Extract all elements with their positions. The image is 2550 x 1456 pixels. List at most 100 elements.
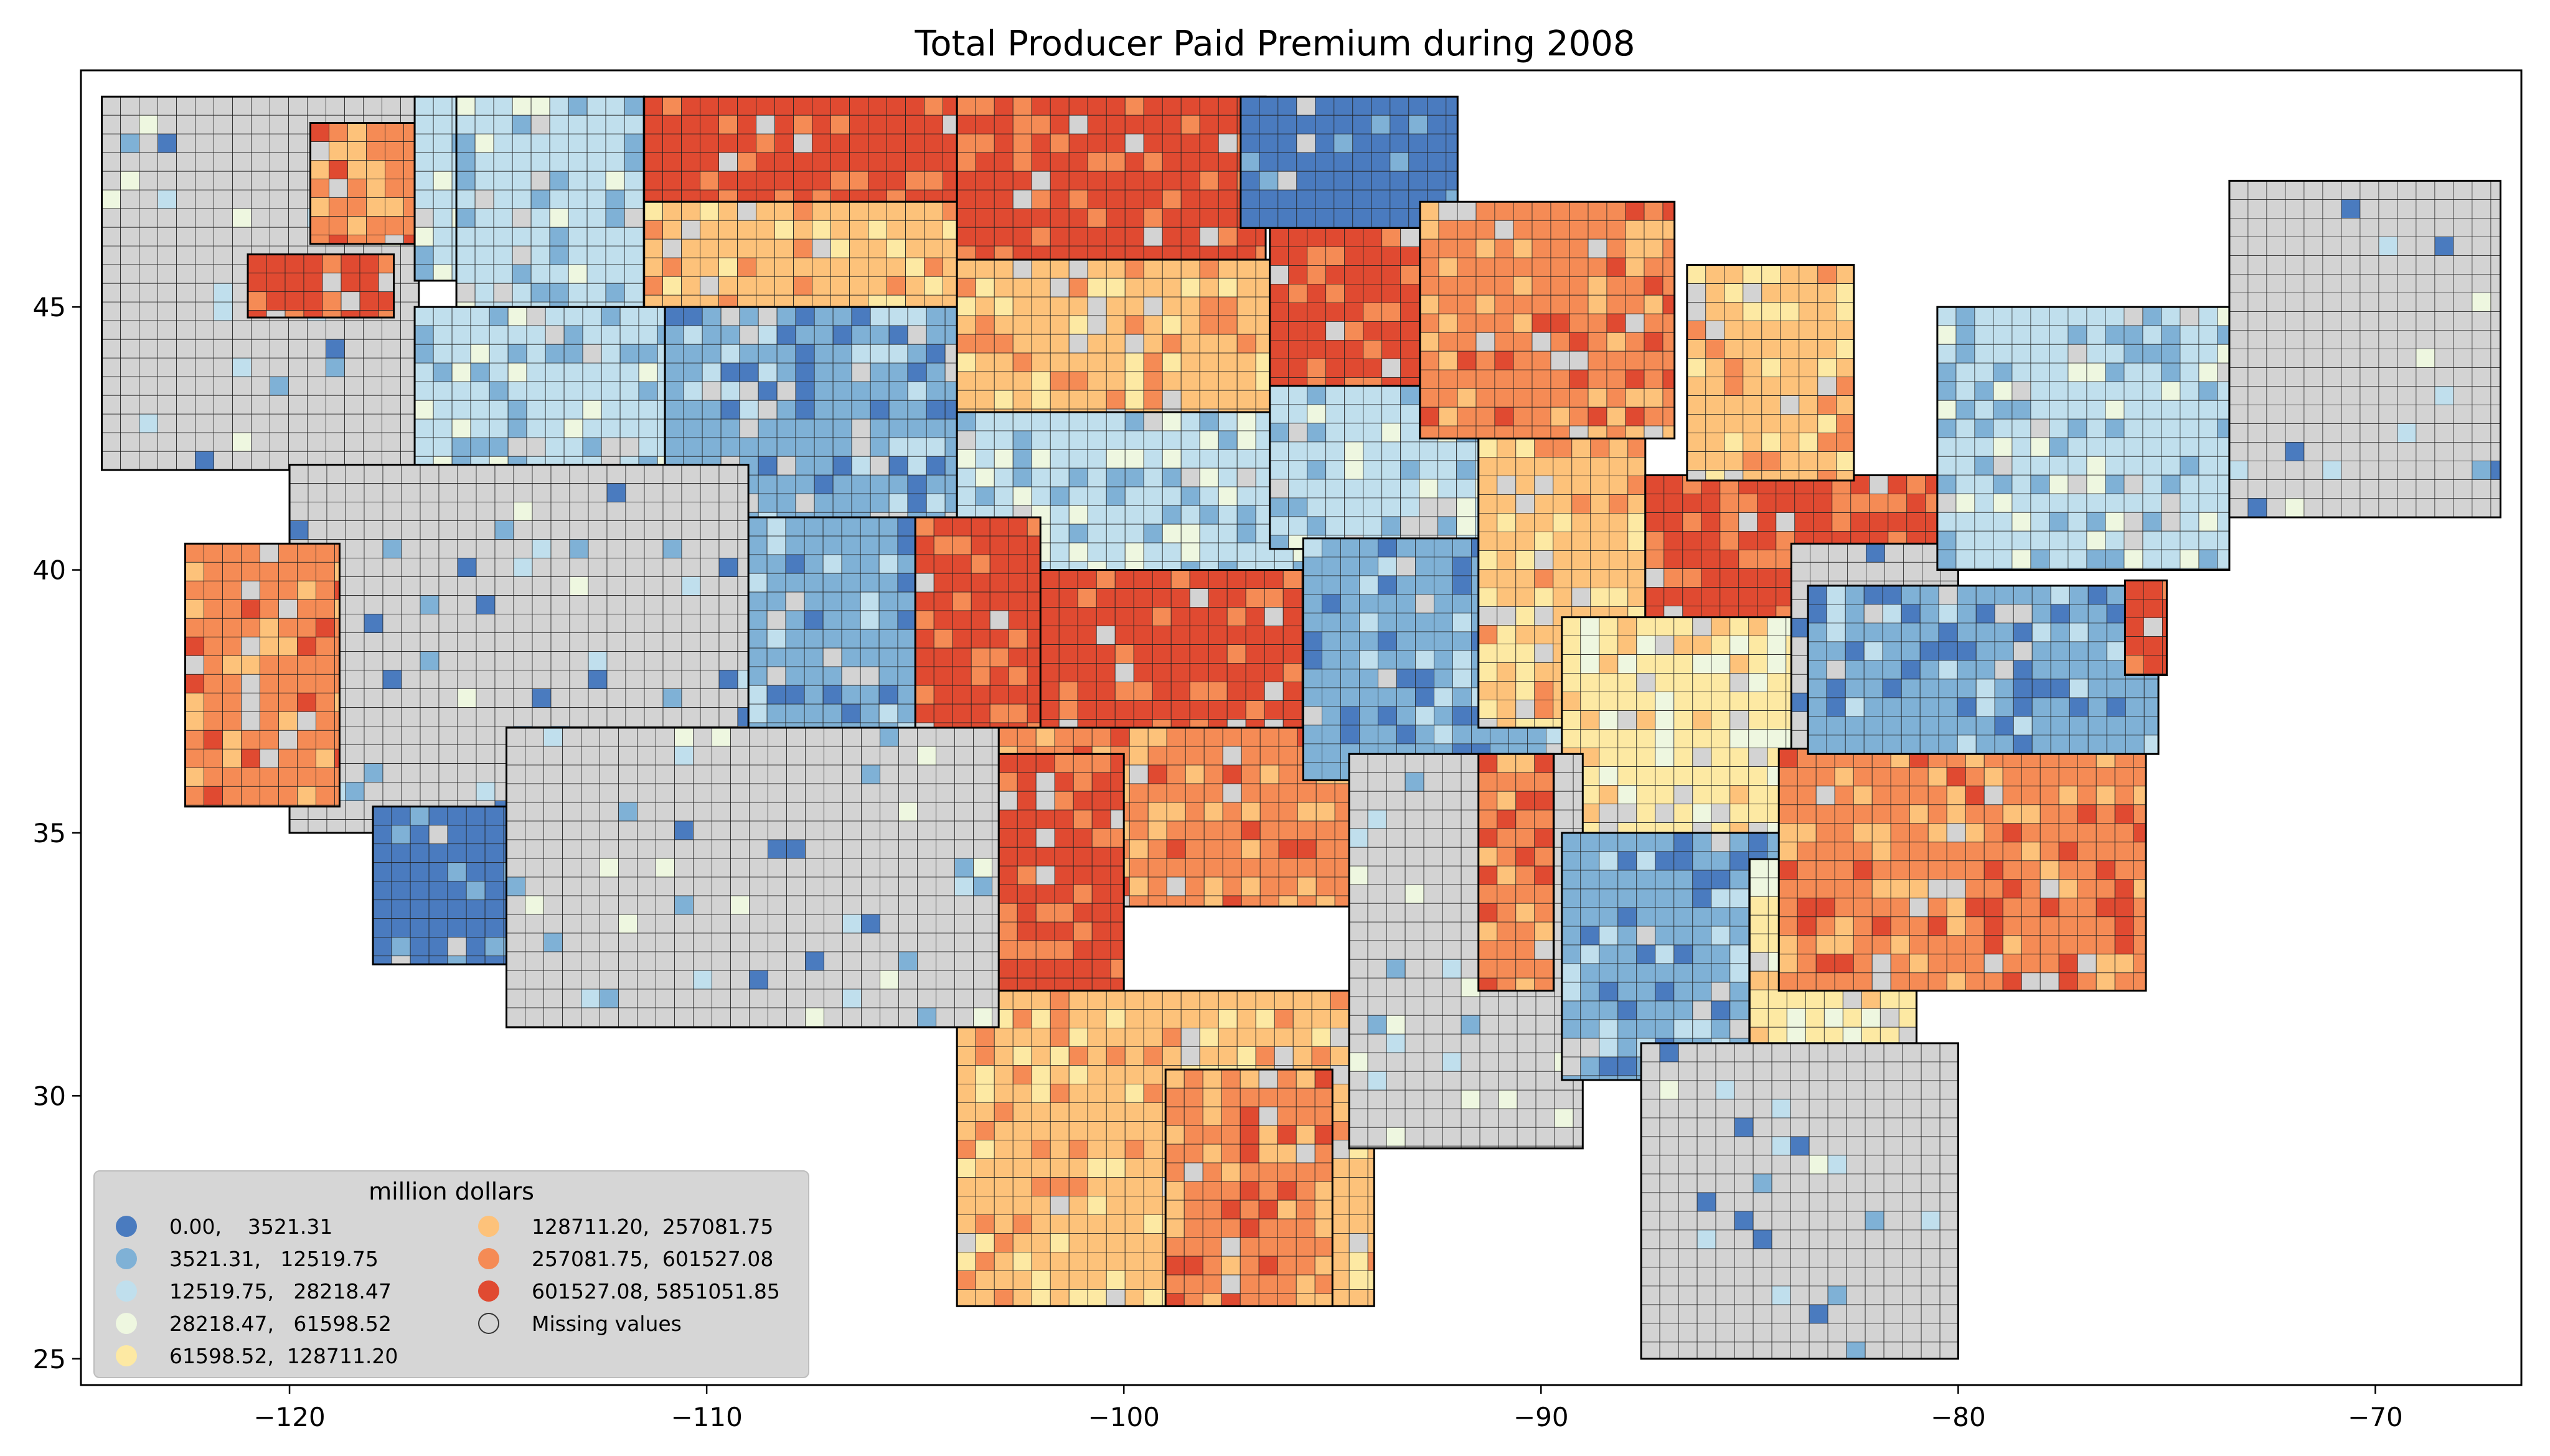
county-cell [812,220,831,240]
county-cell [1077,607,1097,626]
county-cell [1307,359,1327,378]
county-cell [1189,607,1209,626]
county-cell [1162,334,1182,354]
county-cell [1903,543,1922,563]
county-cell [1040,719,1060,728]
county-cell [1258,1144,1278,1163]
county-cell [1096,626,1116,645]
county-cell [1236,505,1256,525]
county-cell [1068,371,1088,391]
county-cell [1222,820,1242,840]
county-cell [1515,847,1535,867]
county-cell [1452,594,1472,614]
county-cell [1012,245,1032,260]
county-cell [1478,532,1498,551]
county-cell [1221,1069,1241,1089]
county-cell [1054,977,1074,991]
county-cell [860,573,880,593]
county-cell [1386,753,1406,773]
county-cell [1569,369,1589,389]
county-cell [251,96,270,116]
county-cell [1531,220,1551,240]
county-cell [1288,227,1308,247]
county-cell [341,291,360,311]
county-cell [619,306,639,326]
county-cell [1692,729,1712,748]
county-cell [1497,753,1517,773]
county-cell [363,320,382,340]
county-cell [1035,940,1055,960]
county-cell [1743,395,1762,415]
county-cell [1561,710,1581,730]
county-cell [1315,820,1335,840]
county-cell [956,171,976,190]
county-cell [1124,208,1144,228]
county-cell [748,666,768,686]
county-cell [1321,594,1341,614]
county-cell [774,115,794,134]
county-cell [1427,133,1447,153]
county-cell [1296,1237,1315,1257]
county-cell [1423,959,1443,979]
county-cell [288,395,308,415]
county-cell [1711,888,1731,908]
county-cell [101,189,121,209]
county-cell [956,1121,976,1140]
county-cell [1711,729,1731,748]
county-cell [830,238,850,258]
county-cell [1498,1052,1518,1072]
county-cell [1218,133,1238,153]
county-cell [489,325,509,345]
county-cell [975,1270,995,1290]
county-cell [756,257,775,277]
county-cell [878,554,898,574]
county-cell [1068,352,1088,372]
county-cell [766,666,786,686]
county-cell [139,189,158,209]
county-cell [822,535,842,555]
county-cell [1189,663,1209,682]
county-cell [1720,494,1739,513]
county-cell [1419,257,1439,277]
county-cell [1371,189,1391,209]
county-cell [1475,201,1495,221]
county-cell [1692,748,1712,767]
county-cell [1264,588,1284,608]
county-cell [1277,1144,1297,1163]
county-cell [1031,352,1051,372]
county-cell [1208,700,1228,720]
county-cell [549,283,569,303]
county-cell [1202,1106,1222,1126]
county-cell [1315,895,1335,907]
county-cell [1218,245,1238,260]
county-cell [1446,133,1458,153]
county-cell [433,189,453,209]
county-cell [1692,963,1712,983]
county-cell [860,610,880,630]
county-cell [1255,315,1271,335]
county-cell [1442,977,1462,997]
county-cell [1143,411,1163,431]
county-cell [739,344,759,364]
county-cell [756,189,775,202]
county-cell [1461,1071,1480,1091]
county-cell [1729,617,1749,636]
county-cell [718,171,738,190]
county-cell [414,264,434,281]
county-cell [849,115,868,134]
county-cell [1068,1233,1088,1252]
county-cell [512,264,532,284]
county-cell [1636,851,1656,871]
county-cell [1906,512,1926,532]
county-cell [1442,921,1462,941]
county-cell [1513,257,1533,277]
county-cell [926,344,946,364]
county-cell [251,133,270,153]
county-cell [1240,189,1260,209]
county-cell [1054,884,1074,904]
county-cell [359,273,379,293]
county-cell [1749,989,1769,1009]
county-cell [512,189,532,209]
county-cell [1711,673,1731,692]
county-cell [795,418,815,438]
